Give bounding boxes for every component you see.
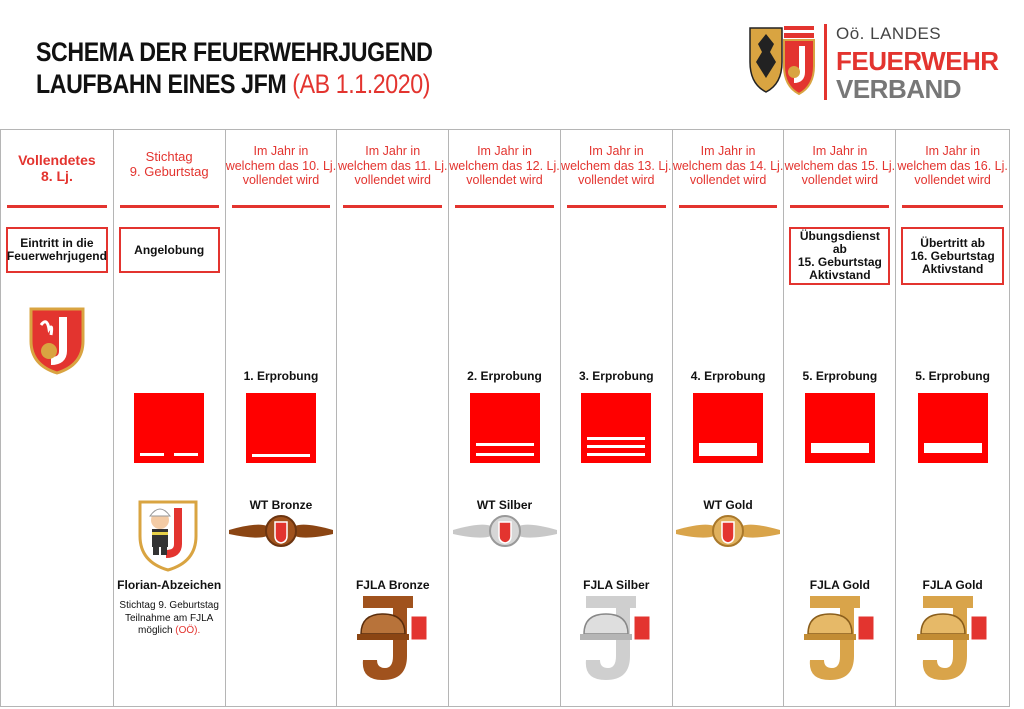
landesfeuerwehrverband-logo: Oö. LANDES FEUERWEHR VERBAND <box>748 20 1004 104</box>
column-age-8: Vollendetes 8. Lj. Eintritt in die Feuer… <box>1 130 114 706</box>
wt-label: WT Gold <box>703 498 753 512</box>
florian-note-line-2: Teilnahme am FJLA <box>124 612 214 624</box>
florian-badge-label: Florian-Abzeichen <box>117 578 222 592</box>
wt-silver-wings-icon <box>452 515 557 547</box>
title-date-highlight: (AB 1.1.2020) <box>292 69 431 99</box>
rank-square-5-stripe <box>804 393 875 463</box>
column-header: Im Jahr in welchem das 12. Lj. vollendet… <box>449 144 560 187</box>
logo-divider <box>824 24 827 100</box>
florian-note: Stichtag 9. Geburtstag Teilnahme am FJLA… <box>114 600 225 638</box>
rank-square-plain <box>134 393 205 463</box>
rank-square-2-stripes <box>469 393 540 463</box>
florian-note-region: (OÖ). <box>175 625 201 636</box>
florian-badge-icon <box>138 500 198 572</box>
column-header: Im Jahr in welchem das 15. Lj. vollendet… <box>784 144 896 187</box>
rank-square-1-stripe <box>245 393 316 463</box>
logo-line-2: FEUERWEHR <box>836 46 999 76</box>
column-age-13: Im Jahr in welchem das 13. Lj. vollendet… <box>561 130 673 706</box>
erprobung-label: 4. Erprobung <box>690 369 766 383</box>
title-line-2-text: LAUFBAHN EINES JFM <box>36 69 287 99</box>
header-rule <box>566 205 666 208</box>
rank-square-3-stripes <box>581 393 652 463</box>
header-rule <box>231 205 331 208</box>
title-line-1: SCHEMA DER FEUERWEHRJUGEND <box>36 37 433 67</box>
erprobung-label: 5. Erprobung <box>802 369 878 383</box>
column-age-9: Stichtag 9. Geburtstag Angelobung Floria… <box>114 130 226 706</box>
erprobung-label: 2. Erprobung <box>467 369 542 383</box>
milestone-box: Übertritt ab 16. Geburtstag Aktivstand <box>901 227 1005 285</box>
page-title: SCHEMA DER FEUERWEHRJUGEND LAUFBAHN EINE… <box>36 36 433 100</box>
fjla-silver-icon <box>580 596 651 680</box>
header-rule <box>455 205 554 208</box>
florian-note-line-1: Stichtag 9. Geburtstag <box>119 600 219 611</box>
header-rule <box>343 205 443 208</box>
header-rule <box>678 205 778 208</box>
wt-label: WT Bronze <box>249 498 313 512</box>
header-rule <box>119 205 219 208</box>
feuerwehrjugend-emblem-icon <box>29 307 85 375</box>
fjla-label: FJLA Bronze <box>355 578 430 592</box>
fjla-bronze-icon <box>356 596 428 680</box>
column-age-14: Im Jahr in welchem das 14. Lj. vollendet… <box>673 130 785 706</box>
column-header: Vollendetes 8. Lj. <box>18 152 96 184</box>
erprobung-label: 5. Erprobung <box>915 369 990 383</box>
column-header: Im Jahr in welchem das 11. Lj. vollendet… <box>337 144 448 187</box>
milestone-box: Eintritt in die Feuerwehrjugend <box>6 227 108 273</box>
erprobung-label: 1. Erprobung <box>243 369 319 383</box>
column-header: Im Jahr in welchem das 16. Lj. vollendet… <box>897 144 1008 187</box>
logo-line-1: Oö. LANDES <box>836 24 942 43</box>
logo-line-3: VERBAND <box>836 74 962 104</box>
column-age-12: Im Jahr in welchem das 12. Lj. vollendet… <box>449 130 561 706</box>
fjla-gold-icon <box>803 596 875 680</box>
florian-note-line-3-text: möglich <box>138 625 173 636</box>
rank-square-5-stripe <box>917 393 988 463</box>
title-line-2: LAUFBAHN EINES JFM (AB 1.1.2020) <box>36 68 433 100</box>
column-age-15: Im Jahr in welchem das 15. Lj. vollendet… <box>784 130 897 706</box>
rank-square-4-stripes <box>693 393 764 463</box>
header-rule <box>790 205 890 208</box>
column-age-16: Im Jahr in welchem das 16. Lj. vollendet… <box>896 130 1009 706</box>
florian-note-line-3: möglich (OÖ). <box>114 625 225 638</box>
fjla-label: FJLA Gold <box>922 578 983 592</box>
wt-label: WT Silber <box>476 498 533 512</box>
column-age-11: Im Jahr in welchem das 11. Lj. vollendet… <box>337 130 450 706</box>
column-header: Im Jahr in welchem das 13. Lj. vollendet… <box>561 144 672 187</box>
fjla-label: FJLA Gold <box>809 578 870 592</box>
erprobung-label: 3. Erprobung <box>578 369 654 383</box>
career-schema-grid: Vollendetes 8. Lj. Eintritt in die Feuer… <box>0 129 1010 707</box>
column-header: Im Jahr in welchem das 10. Lj. vollendet… <box>225 144 337 187</box>
wt-bronze-wings-icon <box>228 515 333 547</box>
header-rule <box>7 205 107 208</box>
header-rule <box>902 205 1004 208</box>
milestone-box: Übungsdienst ab 15. Geburtstag Aktivstan… <box>789 227 891 285</box>
column-age-10: Im Jahr in welchem das 10. Lj. vollendet… <box>226 130 338 706</box>
column-header: Stichtag 9. Geburtstag <box>129 149 209 179</box>
milestone-box: Angelobung <box>118 227 220 273</box>
coat-of-arms-icon <box>749 26 815 96</box>
wt-gold-wings-icon <box>676 515 781 547</box>
column-header: Im Jahr in welchem das 14. Lj. vollendet… <box>672 144 784 187</box>
fjla-label: FJLA Silber <box>583 578 650 592</box>
fjla-gold-icon <box>916 596 988 680</box>
